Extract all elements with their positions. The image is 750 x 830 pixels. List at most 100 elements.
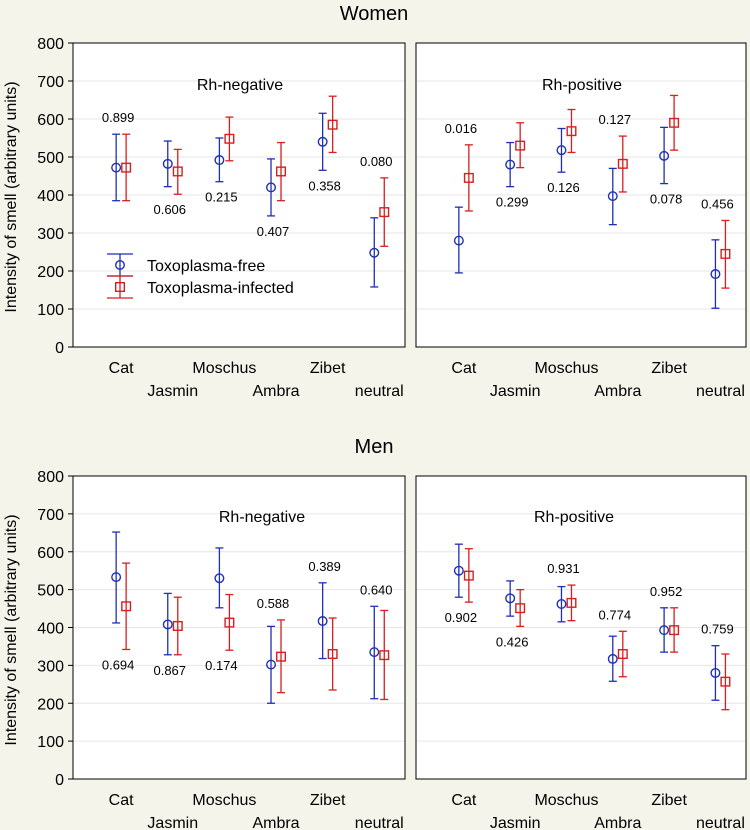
y-axis-label-men: Intensity of smell (arbitrary units) [3, 514, 20, 745]
legend-marker-infected [114, 282, 125, 293]
mean-marker-free [317, 616, 328, 627]
p-value-label: 0.588 [257, 596, 290, 611]
mean-marker-infected [515, 603, 526, 614]
y-tick-label: 200 [37, 264, 64, 281]
x-category-label: Moschus [192, 792, 256, 809]
p-value-label: 0.358 [308, 178, 341, 193]
mean-marker-free [111, 572, 122, 583]
p-value-label: 0.931 [547, 561, 580, 576]
x-category-label: neutral [355, 815, 404, 830]
mean-marker-infected [463, 570, 474, 581]
mean-marker-infected [379, 650, 390, 661]
p-value-label: 0.080 [360, 154, 393, 169]
p-value-label: 0.774 [599, 607, 632, 622]
mean-marker-infected [463, 172, 474, 183]
x-category-label: Cat [109, 792, 134, 809]
x-category-label: Ambra [594, 815, 641, 830]
legend-marker-free [114, 260, 125, 271]
mean-marker-free [505, 159, 516, 170]
panel-women-rh-negative: 0 100 200 300 400 500 600 700 800 Cat Jasmin Moschu… [37, 36, 406, 400]
y-axis-label-women: Intensity of smell (arbitrary units) [3, 81, 20, 312]
y-tick-label: 100 [37, 734, 64, 751]
mean-marker-free [317, 136, 328, 147]
p-value-label: 0.016 [445, 121, 478, 136]
x-category-label: neutral [355, 383, 404, 400]
mean-marker-infected [669, 117, 680, 128]
p-value-label: 0.456 [701, 196, 734, 211]
panel-title: Rh-positive [542, 77, 622, 94]
p-value-label: 0.126 [547, 180, 580, 195]
mean-marker-free [710, 667, 721, 678]
y-tick-label: 500 [37, 583, 64, 600]
p-value-label: 0.078 [650, 192, 683, 207]
mean-marker-free [162, 619, 173, 630]
x-category-label: Cat [109, 360, 134, 377]
mean-marker-free [659, 150, 670, 161]
p-value-label: 0.174 [205, 658, 238, 673]
panel-title: Rh-negative [219, 509, 305, 526]
y-tick-label: 400 [37, 188, 64, 205]
mean-marker-free [369, 247, 380, 258]
mean-marker-free [607, 191, 618, 202]
mean-marker-free [369, 647, 380, 658]
y-tick-label: 0 [55, 772, 64, 789]
x-category-label: Cat [451, 360, 476, 377]
x-category-label: Ambra [594, 383, 641, 400]
x-category-label: Zibet [651, 792, 687, 809]
y-tick-label: 0 [55, 340, 64, 357]
x-category-label: Jasmin [490, 815, 541, 830]
mean-marker-free [214, 573, 225, 584]
mean-marker-infected [172, 166, 183, 177]
p-value-label: 0.899 [102, 110, 135, 125]
mean-marker-infected [276, 651, 287, 662]
x-category-label: Moschus [534, 792, 598, 809]
panel-title: Rh-negative [197, 77, 283, 94]
mean-marker-infected [720, 248, 731, 259]
p-value-label: 0.759 [701, 622, 734, 637]
mean-marker-infected [327, 649, 338, 660]
mean-marker-free [214, 155, 225, 166]
y-tick-label: 500 [37, 150, 64, 167]
mean-marker-infected [224, 133, 235, 144]
y-tick-label: 400 [37, 621, 64, 638]
mean-marker-infected [276, 166, 287, 177]
y-tick-label: 200 [37, 696, 64, 713]
p-value-label: 0.299 [496, 195, 529, 210]
mean-marker-free [162, 158, 173, 169]
x-category-label: neutral [696, 383, 745, 400]
p-value-label: 0.640 [360, 582, 393, 597]
mean-marker-infected [566, 597, 577, 608]
y-tick-label: 800 [37, 36, 64, 53]
plot-area: 0 100 200 300 400 500 600 700 800 Cat Jasmin Moschu… [37, 36, 747, 830]
mean-marker-infected [515, 140, 526, 151]
mean-marker-infected [379, 207, 390, 218]
x-category-label: Ambra [252, 815, 299, 830]
mean-marker-free [710, 269, 721, 280]
mean-marker-infected [720, 676, 731, 687]
mean-marker-free [453, 235, 464, 246]
p-value-label: 0.426 [496, 634, 529, 649]
x-category-label: Moschus [534, 360, 598, 377]
p-value-label: 0.952 [650, 584, 683, 599]
y-tick-label: 800 [37, 469, 64, 486]
y-tick-label: 100 [37, 302, 64, 319]
mean-marker-free [659, 625, 670, 636]
mean-marker-free [556, 145, 567, 156]
p-value-label: 0.867 [153, 663, 186, 678]
y-tick-label: 600 [37, 545, 64, 562]
section-title-women: Women [340, 3, 409, 25]
x-category-label: neutral [696, 815, 745, 830]
section-title-men: Men [355, 436, 394, 458]
mean-marker-infected [617, 158, 628, 169]
mean-marker-free [607, 653, 618, 664]
p-value-label: 0.902 [445, 610, 478, 625]
mean-marker-free [266, 182, 277, 193]
mean-marker-infected [172, 620, 183, 631]
mean-marker-free [556, 599, 567, 610]
legend-infected: Toxoplasma-infected [107, 275, 294, 299]
x-category-label: Cat [451, 792, 476, 809]
legend-label: Toxoplasma-infected [147, 280, 294, 297]
mean-marker-infected [121, 162, 132, 173]
p-value-label: 0.127 [599, 112, 632, 127]
